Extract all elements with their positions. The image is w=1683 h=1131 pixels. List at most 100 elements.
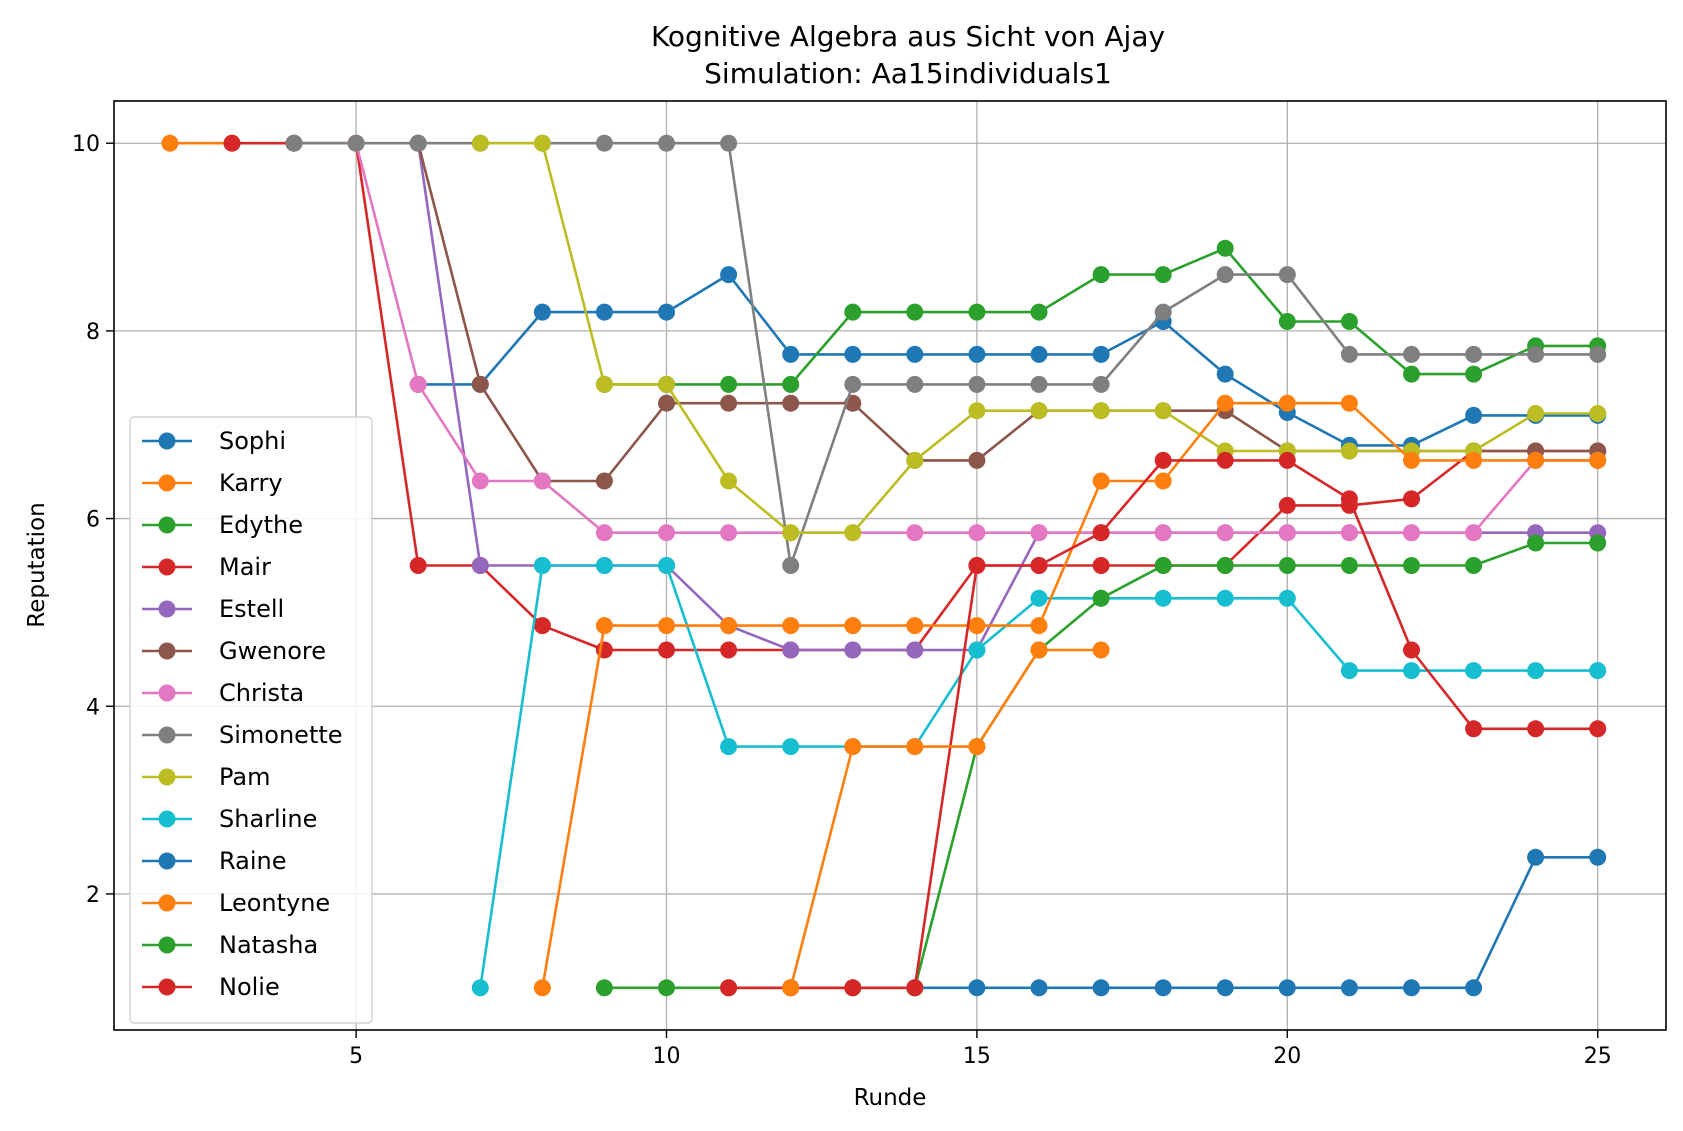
- data-point: [1092, 641, 1110, 659]
- data-point: [1278, 451, 1296, 469]
- data-point: [595, 303, 613, 321]
- data-point: [533, 557, 551, 574]
- data-point: [844, 303, 862, 321]
- legend-swatch-marker: [158, 684, 176, 702]
- data-point: [720, 738, 738, 756]
- data-point: [1278, 496, 1296, 514]
- data-point: [782, 557, 800, 574]
- data-point: [968, 738, 986, 756]
- legend-swatch-marker: [158, 726, 176, 744]
- data-point: [595, 617, 613, 635]
- legend-swatch-marker: [158, 810, 176, 828]
- data-point: [595, 557, 613, 574]
- legend-label: Sophi: [219, 427, 286, 455]
- data-point: [533, 979, 551, 997]
- data-point: [1092, 979, 1110, 997]
- data-point: [968, 557, 986, 574]
- data-point: [595, 979, 613, 997]
- data-point: [1092, 345, 1110, 363]
- data-point: [906, 641, 924, 659]
- data-point: [471, 375, 489, 393]
- data-point: [782, 394, 800, 412]
- data-point: [1030, 589, 1048, 607]
- data-point: [1154, 266, 1172, 284]
- data-point: [906, 345, 924, 363]
- data-point: [720, 641, 738, 659]
- legend-entry-simonette: Simonette: [142, 721, 343, 749]
- series-line-raine: [914, 855, 1598, 990]
- data-point: [1589, 405, 1607, 422]
- data-point: [782, 738, 800, 756]
- legend-entry-karry: Karry: [142, 469, 283, 497]
- legend-swatch-marker: [158, 852, 176, 870]
- legend-entry-mair: Mair: [142, 553, 271, 581]
- legend-label: Natasha: [219, 931, 318, 959]
- data-point: [658, 303, 675, 321]
- data-point: [844, 641, 862, 659]
- data-point: [1403, 557, 1420, 574]
- y-tick-label: 2: [86, 883, 100, 908]
- legend-label: Estell: [219, 595, 284, 623]
- data-point: [595, 134, 613, 152]
- legend-swatch-marker: [158, 768, 176, 786]
- data-point: [782, 617, 800, 635]
- data-point: [1527, 451, 1545, 469]
- legend-entry-natasha: Natasha: [142, 931, 318, 959]
- data-point: [1030, 641, 1048, 659]
- legend-entry-sophi: Sophi: [142, 427, 286, 455]
- data-point: [595, 375, 613, 393]
- data-point: [1030, 345, 1048, 363]
- data-point: [1154, 451, 1172, 469]
- data-point: [1092, 402, 1110, 420]
- series-line-sophi: [418, 273, 1598, 447]
- data-point: [1216, 394, 1234, 412]
- data-point: [1216, 979, 1234, 997]
- data-point: [1340, 345, 1358, 363]
- series-extra-14: [782, 641, 1110, 997]
- data-point: [533, 472, 551, 490]
- y-axis-label: Reputation: [24, 502, 50, 627]
- data-point: [1589, 848, 1607, 866]
- data-point: [1154, 557, 1172, 574]
- data-point: [1030, 303, 1048, 321]
- data-point: [1154, 303, 1172, 321]
- data-point: [1030, 402, 1048, 420]
- data-point: [1403, 490, 1420, 508]
- data-point: [223, 134, 241, 152]
- legend-entry-nolie: Nolie: [142, 973, 280, 1001]
- data-point: [1403, 524, 1420, 542]
- data-point: [968, 345, 986, 363]
- data-point: [782, 345, 800, 363]
- data-point: [533, 134, 551, 152]
- data-point: [968, 303, 986, 321]
- data-point: [1340, 662, 1358, 680]
- series-line-extra-14: [789, 648, 1102, 989]
- data-point: [782, 641, 800, 659]
- data-point: [720, 394, 738, 412]
- data-point: [1216, 239, 1234, 257]
- series-line-leontyne: [541, 401, 1598, 989]
- data-point: [844, 738, 862, 756]
- legend-swatch-marker: [158, 894, 176, 912]
- data-point: [906, 979, 924, 997]
- data-point: [1589, 534, 1607, 552]
- data-point: [471, 557, 489, 574]
- data-point: [844, 345, 862, 363]
- legend-label: Simonette: [219, 721, 343, 749]
- data-point: [1278, 524, 1296, 542]
- data-point: [1465, 451, 1483, 469]
- legend: Sophi Karry Edythe Mair Estell Gwenore Christa…: [129, 416, 373, 1024]
- series-layer: [161, 134, 1607, 997]
- data-point: [1340, 394, 1358, 412]
- data-point: [1527, 848, 1545, 866]
- data-point: [1278, 394, 1296, 412]
- data-point: [1465, 406, 1483, 424]
- legend-swatch-marker: [158, 600, 176, 618]
- data-point: [1340, 557, 1358, 574]
- legend-swatch-marker: [158, 474, 176, 492]
- legend-label: Nolie: [219, 973, 280, 1001]
- data-point: [471, 979, 489, 997]
- series-edythe: [595, 239, 1607, 393]
- x-tick-label: 10: [653, 1044, 681, 1069]
- data-point: [1092, 524, 1110, 542]
